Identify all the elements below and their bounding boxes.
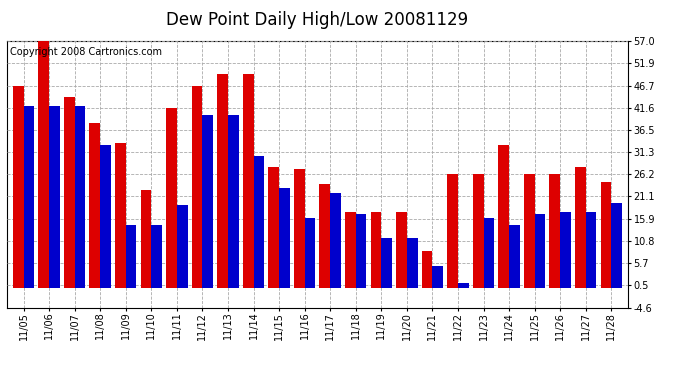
- Bar: [611, 203, 622, 288]
- Bar: [268, 166, 279, 288]
- Bar: [64, 98, 75, 288]
- Bar: [509, 225, 520, 288]
- Text: Dew Point Daily High/Low 20081129: Dew Point Daily High/Low 20081129: [166, 11, 469, 29]
- Bar: [228, 115, 239, 288]
- Bar: [177, 206, 188, 288]
- Bar: [202, 115, 213, 288]
- Bar: [535, 214, 545, 288]
- Bar: [192, 86, 202, 288]
- Bar: [345, 212, 356, 288]
- Bar: [382, 238, 392, 288]
- Bar: [433, 266, 443, 288]
- Bar: [407, 238, 417, 288]
- Bar: [524, 174, 535, 288]
- Bar: [458, 283, 469, 288]
- Bar: [90, 123, 100, 288]
- Bar: [304, 219, 315, 288]
- Bar: [484, 219, 494, 288]
- Bar: [447, 174, 458, 288]
- Bar: [356, 214, 366, 288]
- Bar: [141, 190, 151, 288]
- Bar: [586, 212, 596, 288]
- Bar: [243, 74, 253, 288]
- Bar: [422, 251, 433, 288]
- Bar: [253, 156, 264, 288]
- Bar: [575, 166, 586, 288]
- Bar: [13, 86, 23, 288]
- Bar: [100, 145, 111, 288]
- Bar: [75, 106, 86, 288]
- Bar: [473, 174, 484, 288]
- Bar: [600, 182, 611, 288]
- Bar: [279, 188, 290, 288]
- Bar: [217, 74, 228, 288]
- Bar: [549, 174, 560, 288]
- Bar: [319, 184, 331, 288]
- Bar: [49, 106, 60, 288]
- Bar: [126, 225, 137, 288]
- Bar: [560, 212, 571, 288]
- Bar: [371, 212, 382, 288]
- Bar: [294, 169, 304, 288]
- Bar: [151, 225, 162, 288]
- Bar: [498, 145, 509, 288]
- Text: Copyright 2008 Cartronics.com: Copyright 2008 Cartronics.com: [10, 46, 162, 57]
- Bar: [23, 106, 34, 288]
- Bar: [39, 41, 49, 288]
- Bar: [166, 108, 177, 288]
- Bar: [396, 212, 407, 288]
- Bar: [115, 143, 126, 288]
- Bar: [331, 192, 341, 288]
